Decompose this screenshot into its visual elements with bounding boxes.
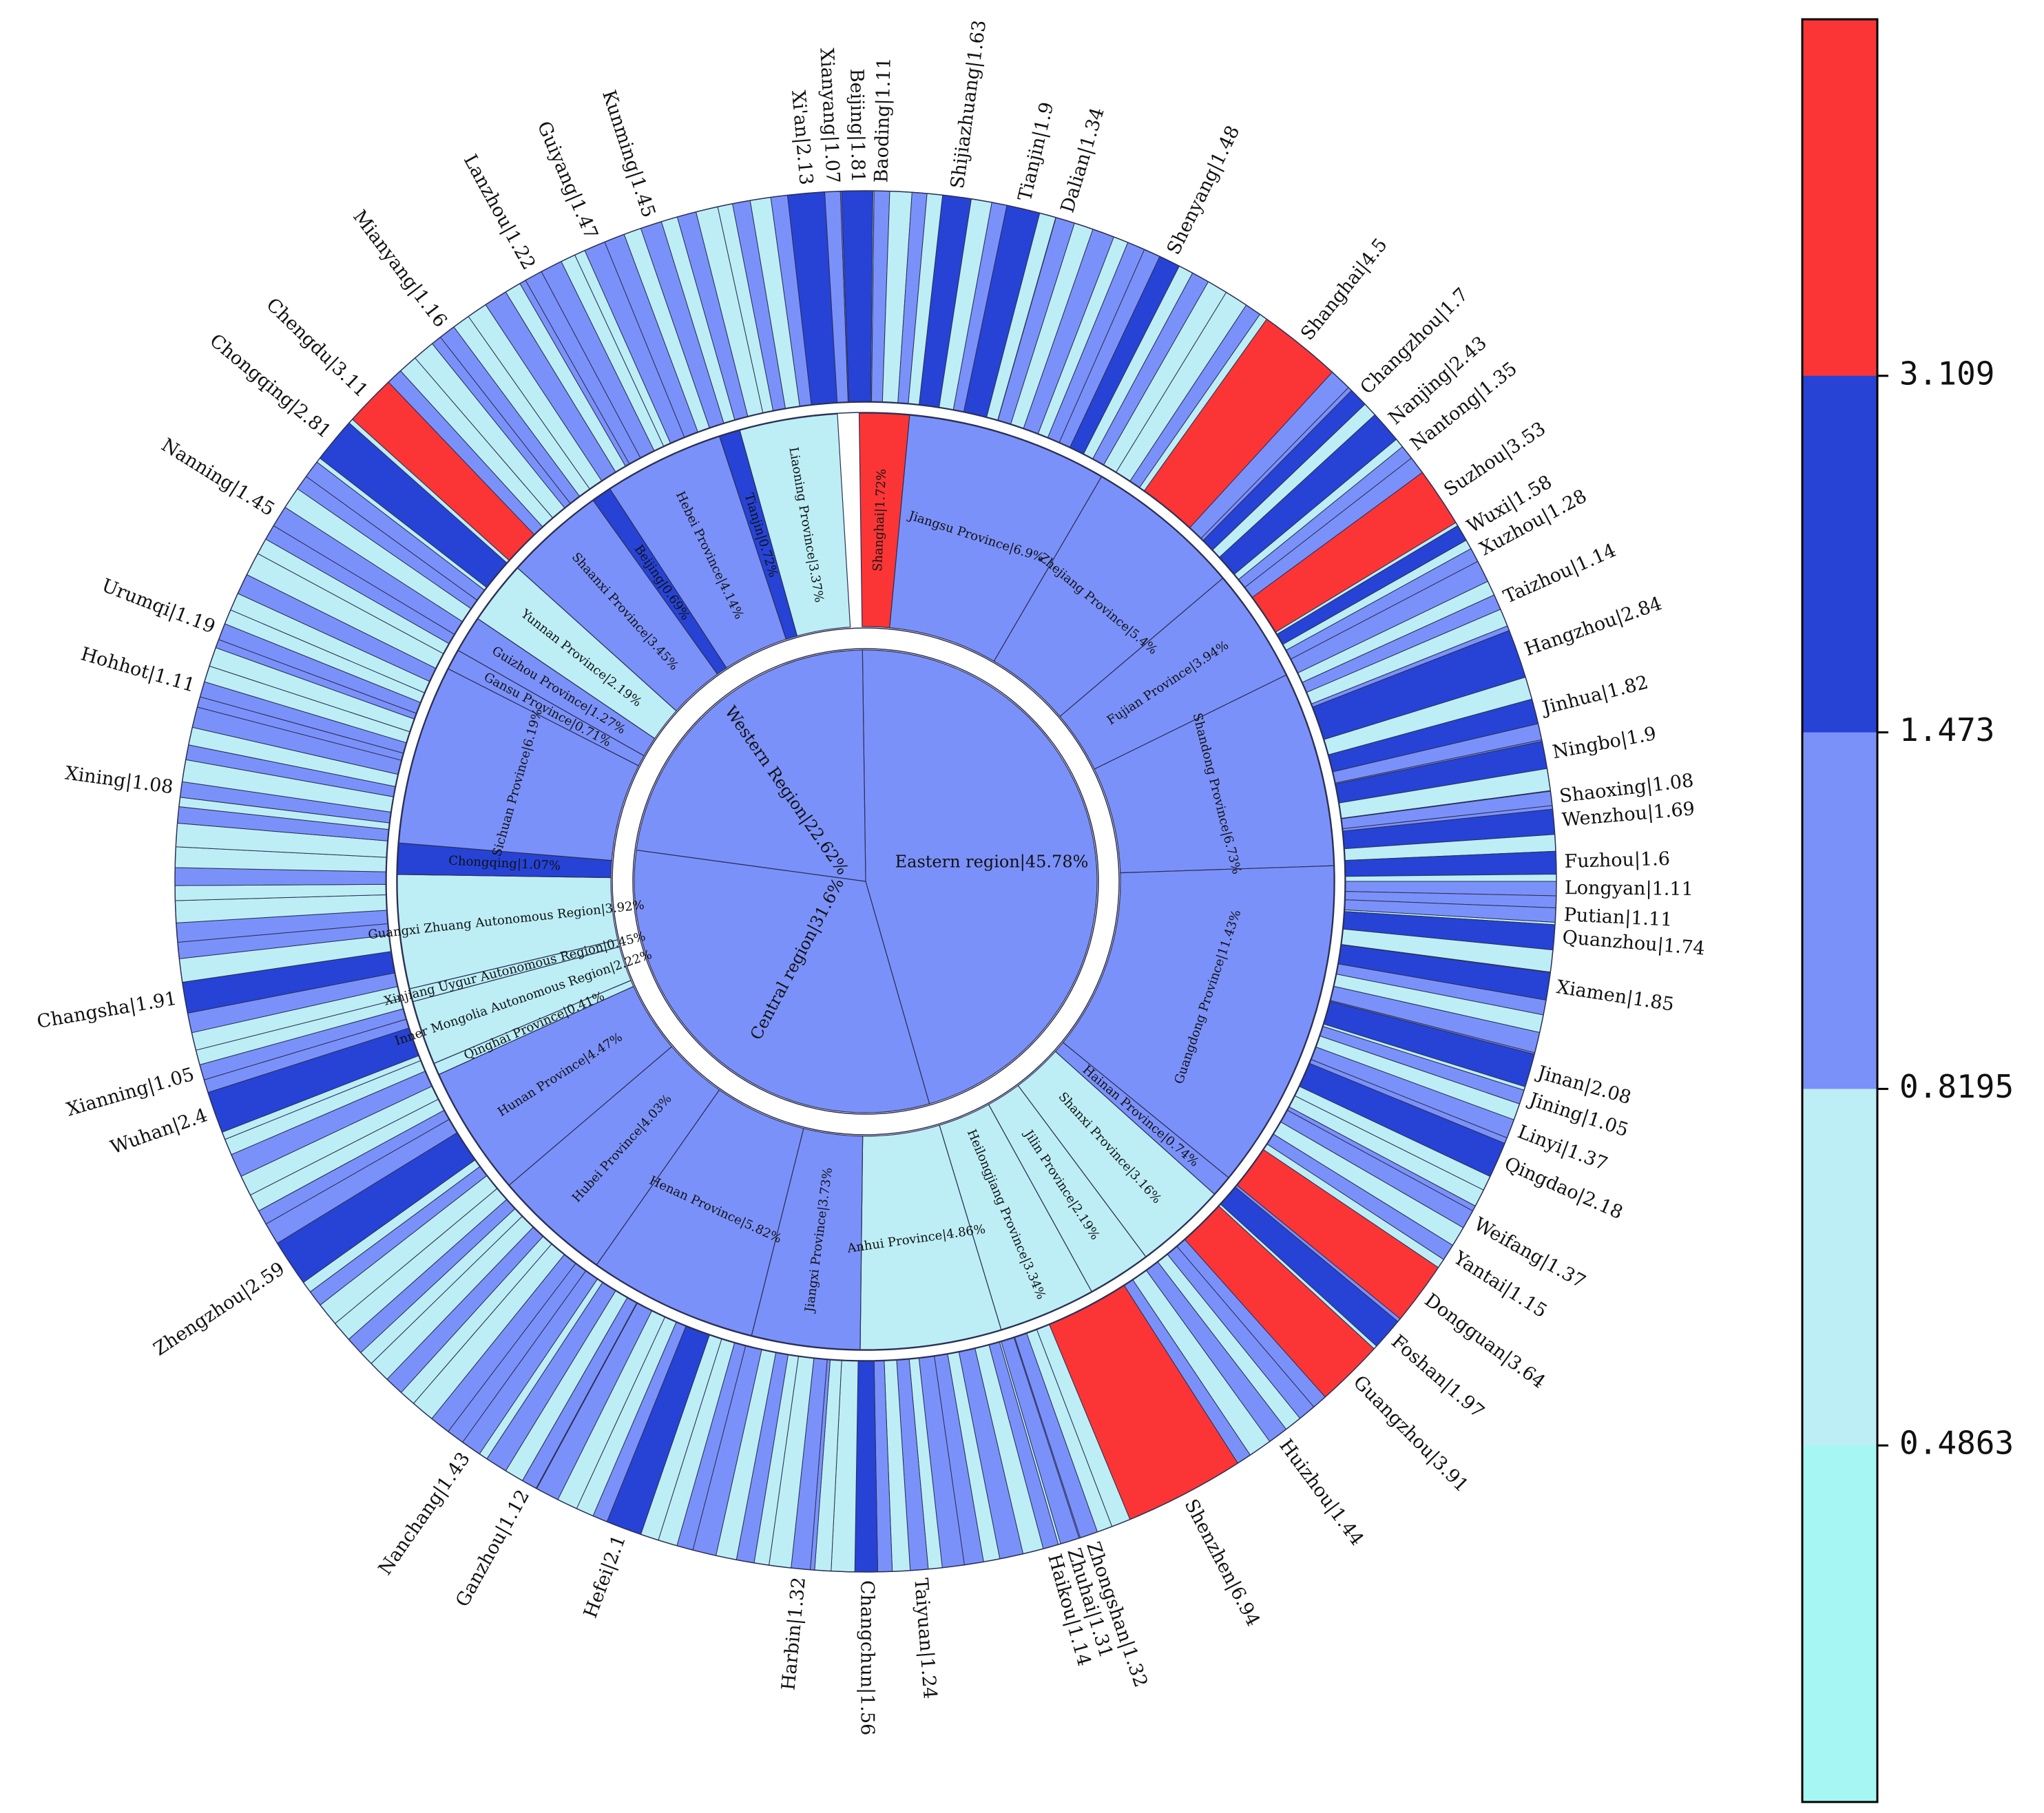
city-label-shenyang: Shenyang|1.48: [1163, 123, 1244, 258]
region-ring: [634, 649, 1098, 1113]
city-label-wuhan: Wuhan|2.4: [107, 1104, 210, 1158]
city-label-dalian: Dalian|1.34: [1057, 105, 1109, 216]
colorbar-tick-label: 0.8195: [1899, 1068, 2014, 1105]
city-label-huizhou: Huizhou|1.44: [1275, 1435, 1368, 1549]
city-label-shenzhen: Shenzhen|6.94: [1180, 1496, 1264, 1630]
city-label-qingdao: Qingdao|2.18: [1501, 1153, 1626, 1224]
province-wedge-guangdong-province: [1062, 865, 1335, 1178]
colorbar-band: [1802, 19, 1877, 377]
city-label-nanning: Nanning|1.45: [158, 434, 278, 521]
city-label-longyan: Longyan|1.11: [1565, 877, 1693, 900]
province-inner-outline: [612, 627, 1120, 1135]
city-label-shijiazhuang: Shijiazhuang|1.63: [947, 19, 990, 190]
city-label-guiyang: Guiyang|1.47: [533, 118, 602, 242]
province-wedge-liaoning-province: [739, 413, 851, 637]
city-label-harbin: Harbin|1.32: [778, 1576, 810, 1691]
region-wedge-central-region: [634, 849, 930, 1113]
city-ring: [174, 190, 1557, 1573]
city-label-tianjin: Tianjin|1.9: [1014, 100, 1058, 203]
city-label-xianyang: Xianyang|1.07: [815, 48, 843, 184]
colorbar: 3.109 1.473 0.8195 0.4863: [1801, 18, 2014, 1803]
outer-gap-ring: [387, 403, 1344, 1360]
region-outline: [632, 648, 1099, 1115]
city-label-hefei: Hefei|2.1: [580, 1532, 630, 1621]
colorbar-band: [1802, 375, 1877, 733]
region-wedge-western-region: [636, 649, 866, 882]
province-ring: [397, 412, 1335, 1350]
city-inner-outline: [386, 401, 1346, 1361]
city-label-xiamen: Xiamen|1.85: [1555, 976, 1676, 1016]
city-label-mianyang: Mianyang|1.16: [348, 207, 451, 332]
city-label-changchun: Changchun|1.56: [856, 1580, 877, 1735]
ring-separators: [174, 190, 1557, 1573]
city-label-zhengzhou: Zhengzhou|2.59: [150, 1258, 289, 1360]
city-label-jinhua: Jinhua|1.82: [1539, 672, 1651, 720]
city-label-lanzhou: Lanzhou|1.22: [459, 151, 540, 273]
city-label-kunming: Kunming|1.45: [598, 87, 659, 220]
city-label-xining: Xining|1.08: [64, 763, 175, 799]
city-label-taizhou: Taizhou|1.14: [1501, 540, 1620, 608]
city-label-changsha: Changsha|1.91: [35, 988, 178, 1033]
city-label-beijing: Beijing|1.81: [846, 69, 868, 183]
city-label-hohhot: Hohhot|1.11: [79, 643, 198, 696]
city-label-nanchang: Nanchang|1.43: [375, 1449, 474, 1580]
city-label-xi-an: Xi'an|2.13: [787, 90, 817, 186]
city-outer-outline: [174, 190, 1557, 1573]
city-label-changzhou: Changzhou|1.7: [1356, 284, 1472, 399]
city-label-baoding: Baoding|1.11: [870, 57, 895, 183]
colorbar-tick-label: 1.473: [1899, 711, 1994, 748]
colorbar-band: [1802, 732, 1877, 1089]
city-label-shanghai: Shanghai|4.5: [1297, 234, 1392, 344]
city-label-quanzhou: Quanzhou|1.74: [1561, 927, 1705, 960]
colorbar-tick-label: 0.4863: [1899, 1425, 2014, 1462]
region-label-eastern-region: Eastern region|45.78%: [895, 852, 1089, 872]
city-wedge-changchun: [854, 1361, 879, 1573]
city-label-taiyuan: Taiyuan|1.24: [910, 1578, 941, 1700]
region-wedge-eastern-region: [862, 649, 1098, 1104]
colorbar-tick-label: 3.109: [1899, 355, 1994, 392]
colorbar-frame: [1801, 18, 1879, 1803]
city-label-hangzhou: Hangzhou|2.84: [1522, 593, 1665, 660]
colorbar-band: [1802, 1445, 1877, 1803]
inner-gap-ring: [613, 629, 1118, 1134]
city-label-urumqi: Urumqi|1.19: [98, 575, 218, 638]
city-label-putian: Putian|1.11: [1563, 904, 1673, 931]
city-label-xianning: Xianning|1.05: [64, 1064, 196, 1121]
province-outer-outline: [396, 412, 1335, 1351]
colorbar-band: [1802, 1089, 1877, 1446]
city-label-ganzhou: Ganzhou|1.12: [452, 1486, 534, 1611]
city-label-fuzhou: Fuzhou|1.6: [1564, 848, 1670, 872]
city-label-ningbo: Ningbo|1.9: [1551, 723, 1658, 763]
